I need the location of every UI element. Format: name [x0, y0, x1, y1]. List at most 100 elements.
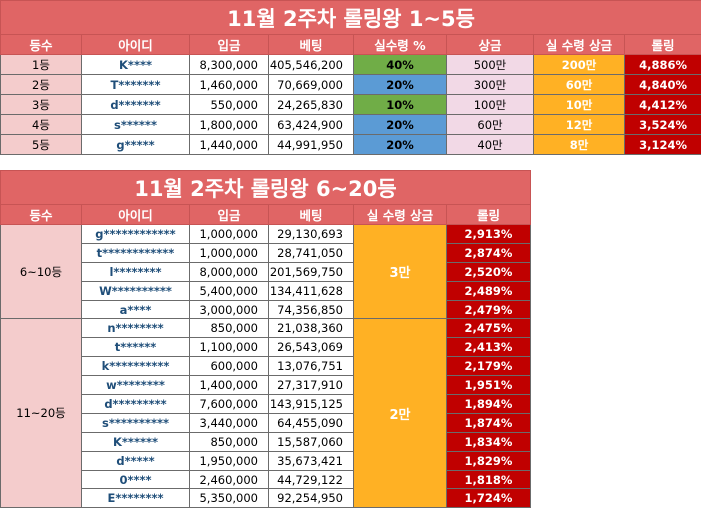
id-cell: T*******	[81, 74, 190, 95]
deposit-cell: 7,600,000	[189, 394, 269, 414]
table-row: w******** 1,400,000 27,317,910 1,951%	[1, 375, 532, 396]
table-row: 6~10등 g************ 1,000,000 29,130,693…	[0, 223, 532, 320]
deposit-cell: 1,440,000	[189, 134, 269, 155]
header-net-prize: 실 수령 상금	[353, 204, 447, 225]
pct-cell: 10%	[353, 94, 447, 115]
rolling-cell: 4,412%	[623, 94, 701, 115]
deposit-cell: 1,000,000	[189, 242, 269, 263]
net-prize-cell: 12만	[533, 114, 625, 135]
bet-cell: 44,991,950	[268, 134, 354, 155]
prize-cell: 100만	[446, 94, 534, 115]
bet-cell: 405,546,200	[268, 54, 354, 75]
deposit-cell: 850,000	[189, 431, 269, 452]
rolling-cell: 1,834%	[445, 431, 532, 452]
bet-cell: 64,455,090	[268, 412, 354, 433]
table-row: t************ 1,000,000 28,741,050 2,874…	[1, 242, 532, 263]
rolling-cell: 2,179%	[445, 356, 532, 377]
bet-cell: 26,543,069	[268, 337, 354, 358]
id-cell: K******	[81, 431, 190, 452]
pct-cell: 40%	[353, 54, 447, 75]
rolling-cell: 2,520%	[445, 261, 532, 282]
id-cell: W**********	[81, 280, 190, 301]
table-row: 3등 d******* 550,000 24,265,830 10% 100만 …	[0, 94, 701, 115]
deposit-cell: 1,000,000	[189, 224, 269, 244]
id-cell: d*********	[81, 394, 190, 414]
id-cell: n********	[81, 318, 190, 339]
rank-cell: 5등	[0, 134, 82, 155]
deposit-cell: 1,950,000	[189, 450, 269, 471]
rolling-cell: 1,874%	[445, 412, 532, 433]
rank6-20-table: 11월 2주차 롤링왕 6~20등 등수 아이디 입금 베팅 실 수령 상금 롤…	[0, 170, 532, 509]
top5-header-row: 등수 아이디 입금 베팅 실수령 % 상금 실 수령 상금 롤링	[0, 34, 701, 55]
rank6-20-title: 11월 2주차 롤링왕 6~20등	[0, 170, 532, 205]
id-cell: a****	[81, 299, 190, 320]
table-row: 4등 s****** 1,800,000 63,424,900 20% 60만 …	[0, 114, 701, 135]
prize-cell: 500만	[446, 54, 534, 75]
rolling-cell: 3,524%	[623, 114, 701, 135]
deposit-cell: 8,000,000	[189, 261, 269, 282]
id-cell: d*****	[81, 450, 190, 471]
deposit-cell: 600,000	[189, 356, 269, 377]
net-prize-cell: 200만	[533, 54, 625, 75]
id-cell: 0****	[81, 469, 190, 490]
rank-cell: 4등	[0, 114, 82, 135]
bet-cell: 44,729,122	[268, 469, 354, 490]
header-rolling: 롤링	[445, 204, 532, 225]
net-prize-cell: 8만	[533, 134, 625, 155]
table-row: 0**** 2,460,000 44,729,122 1,818%	[1, 469, 532, 490]
pct-cell: 20%	[353, 74, 447, 95]
bet-cell: 74,356,850	[268, 299, 354, 320]
rolling-cell: 2,874%	[445, 242, 532, 263]
table-row: K****** 850,000 15,587,060 1,834%	[1, 431, 532, 452]
bet-cell: 201,569,750	[268, 261, 354, 282]
table-row: d********* 7,600,000 143,915,125 1,894%	[1, 394, 532, 414]
id-cell: d*******	[81, 94, 190, 115]
bet-cell: 143,915,125	[268, 394, 354, 414]
bet-cell: 63,424,900	[268, 114, 354, 135]
bet-cell: 24,265,830	[268, 94, 354, 115]
table-row: s********** 3,440,000 64,455,090 1,874%	[1, 412, 532, 433]
prize-cell: 60만	[446, 114, 534, 135]
rolling-cell: 2,413%	[445, 337, 532, 358]
bet-cell: 21,038,360	[268, 318, 354, 339]
bet-cell: 29,130,693	[268, 224, 354, 244]
rolling-cell: 1,951%	[445, 375, 532, 396]
id-cell: g*****	[81, 134, 190, 155]
group-rank-11-20: 11~20등	[0, 318, 82, 509]
prize-cell: 300만	[446, 74, 534, 95]
rolling-cell: 2,489%	[445, 280, 532, 301]
header-net-prize: 실 수령 상금	[533, 34, 625, 55]
header-bet: 베팅	[268, 204, 354, 225]
pct-cell: 20%	[353, 134, 447, 155]
id-cell: s**********	[81, 412, 190, 433]
header-id: 아이디	[81, 204, 190, 225]
table-row: d***** 1,950,000 35,673,421 1,829%	[1, 450, 532, 471]
id-cell: t************	[81, 242, 190, 263]
bet-cell: 134,411,628	[268, 280, 354, 301]
rolling-cell: 1,894%	[445, 394, 532, 414]
id-cell: w********	[81, 375, 190, 396]
prize-cell: 40만	[446, 134, 534, 155]
deposit-cell: 2,460,000	[189, 469, 269, 490]
group-prize-11-20: 2만	[353, 318, 447, 509]
table-row: E******** 5,350,000 92,254,950 1,724%	[1, 488, 532, 509]
top5-title-row: 11월 2주차 롤링왕 1~5등	[0, 0, 701, 35]
table-row: t****** 1,100,000 26,543,069 2,413%	[1, 337, 532, 358]
id-cell: K****	[81, 54, 190, 75]
rolling-cell: 2,479%	[445, 299, 532, 320]
id-cell: l********	[81, 261, 190, 282]
header-pct: 실수령 %	[353, 34, 447, 55]
net-prize-cell: 60만	[533, 74, 625, 95]
rank6-20-title-row: 11월 2주차 롤링왕 6~20등	[0, 170, 532, 205]
table-row: 2등 T******* 1,460,000 70,669,000 20% 300…	[0, 74, 701, 95]
top5-title: 11월 2주차 롤링왕 1~5등	[0, 0, 701, 35]
header-rank: 등수	[0, 204, 82, 225]
table-row: 1등 K**** 8,300,000 405,546,200 40% 500만 …	[0, 54, 701, 75]
deposit-cell: 1,800,000	[189, 114, 269, 135]
header-deposit: 입금	[189, 204, 269, 225]
bet-cell: 35,673,421	[268, 450, 354, 471]
id-cell: k**********	[81, 356, 190, 377]
table-row: 5등 g***** 1,440,000 44,991,950 20% 40만 8…	[0, 134, 701, 155]
rolling-cell: 1,818%	[445, 469, 532, 490]
deposit-cell: 850,000	[189, 318, 269, 339]
